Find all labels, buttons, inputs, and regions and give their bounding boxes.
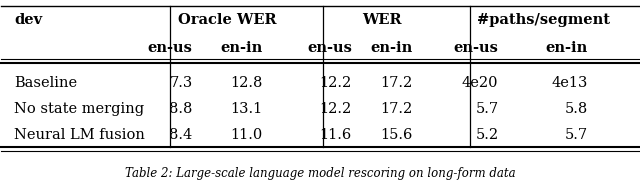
Text: Neural LM fusion: Neural LM fusion [14,129,145,142]
Text: 13.1: 13.1 [230,102,262,116]
Text: 5.7: 5.7 [564,129,588,142]
Text: dev: dev [14,13,42,27]
Text: en-us: en-us [307,41,352,55]
Text: 12.8: 12.8 [230,76,262,90]
Text: 17.2: 17.2 [380,102,412,116]
Text: 5.7: 5.7 [476,102,499,116]
Text: Baseline: Baseline [14,76,77,90]
Text: 15.6: 15.6 [380,129,412,142]
Text: #paths/segment: #paths/segment [477,13,609,27]
Text: 11.6: 11.6 [319,129,352,142]
Text: en-in: en-in [545,41,588,55]
Text: 17.2: 17.2 [380,76,412,90]
Text: 5.2: 5.2 [476,129,499,142]
Text: Oracle WER: Oracle WER [179,13,277,27]
Text: en-us: en-us [148,41,193,55]
Text: 8.8: 8.8 [169,102,193,116]
Text: 8.4: 8.4 [170,129,193,142]
Text: en-in: en-in [220,41,262,55]
Text: 11.0: 11.0 [230,129,262,142]
Text: No state merging: No state merging [14,102,144,116]
Text: 5.8: 5.8 [564,102,588,116]
Text: 12.2: 12.2 [319,102,352,116]
Text: WER: WER [362,13,402,27]
Text: 12.2: 12.2 [319,76,352,90]
Text: 7.3: 7.3 [170,76,193,90]
Text: Table 2: Large-scale language model rescoring on long-form data: Table 2: Large-scale language model resc… [125,167,515,180]
Text: en-in: en-in [370,41,412,55]
Text: en-us: en-us [454,41,499,55]
Text: 4e20: 4e20 [462,76,499,90]
Text: 4e13: 4e13 [551,76,588,90]
